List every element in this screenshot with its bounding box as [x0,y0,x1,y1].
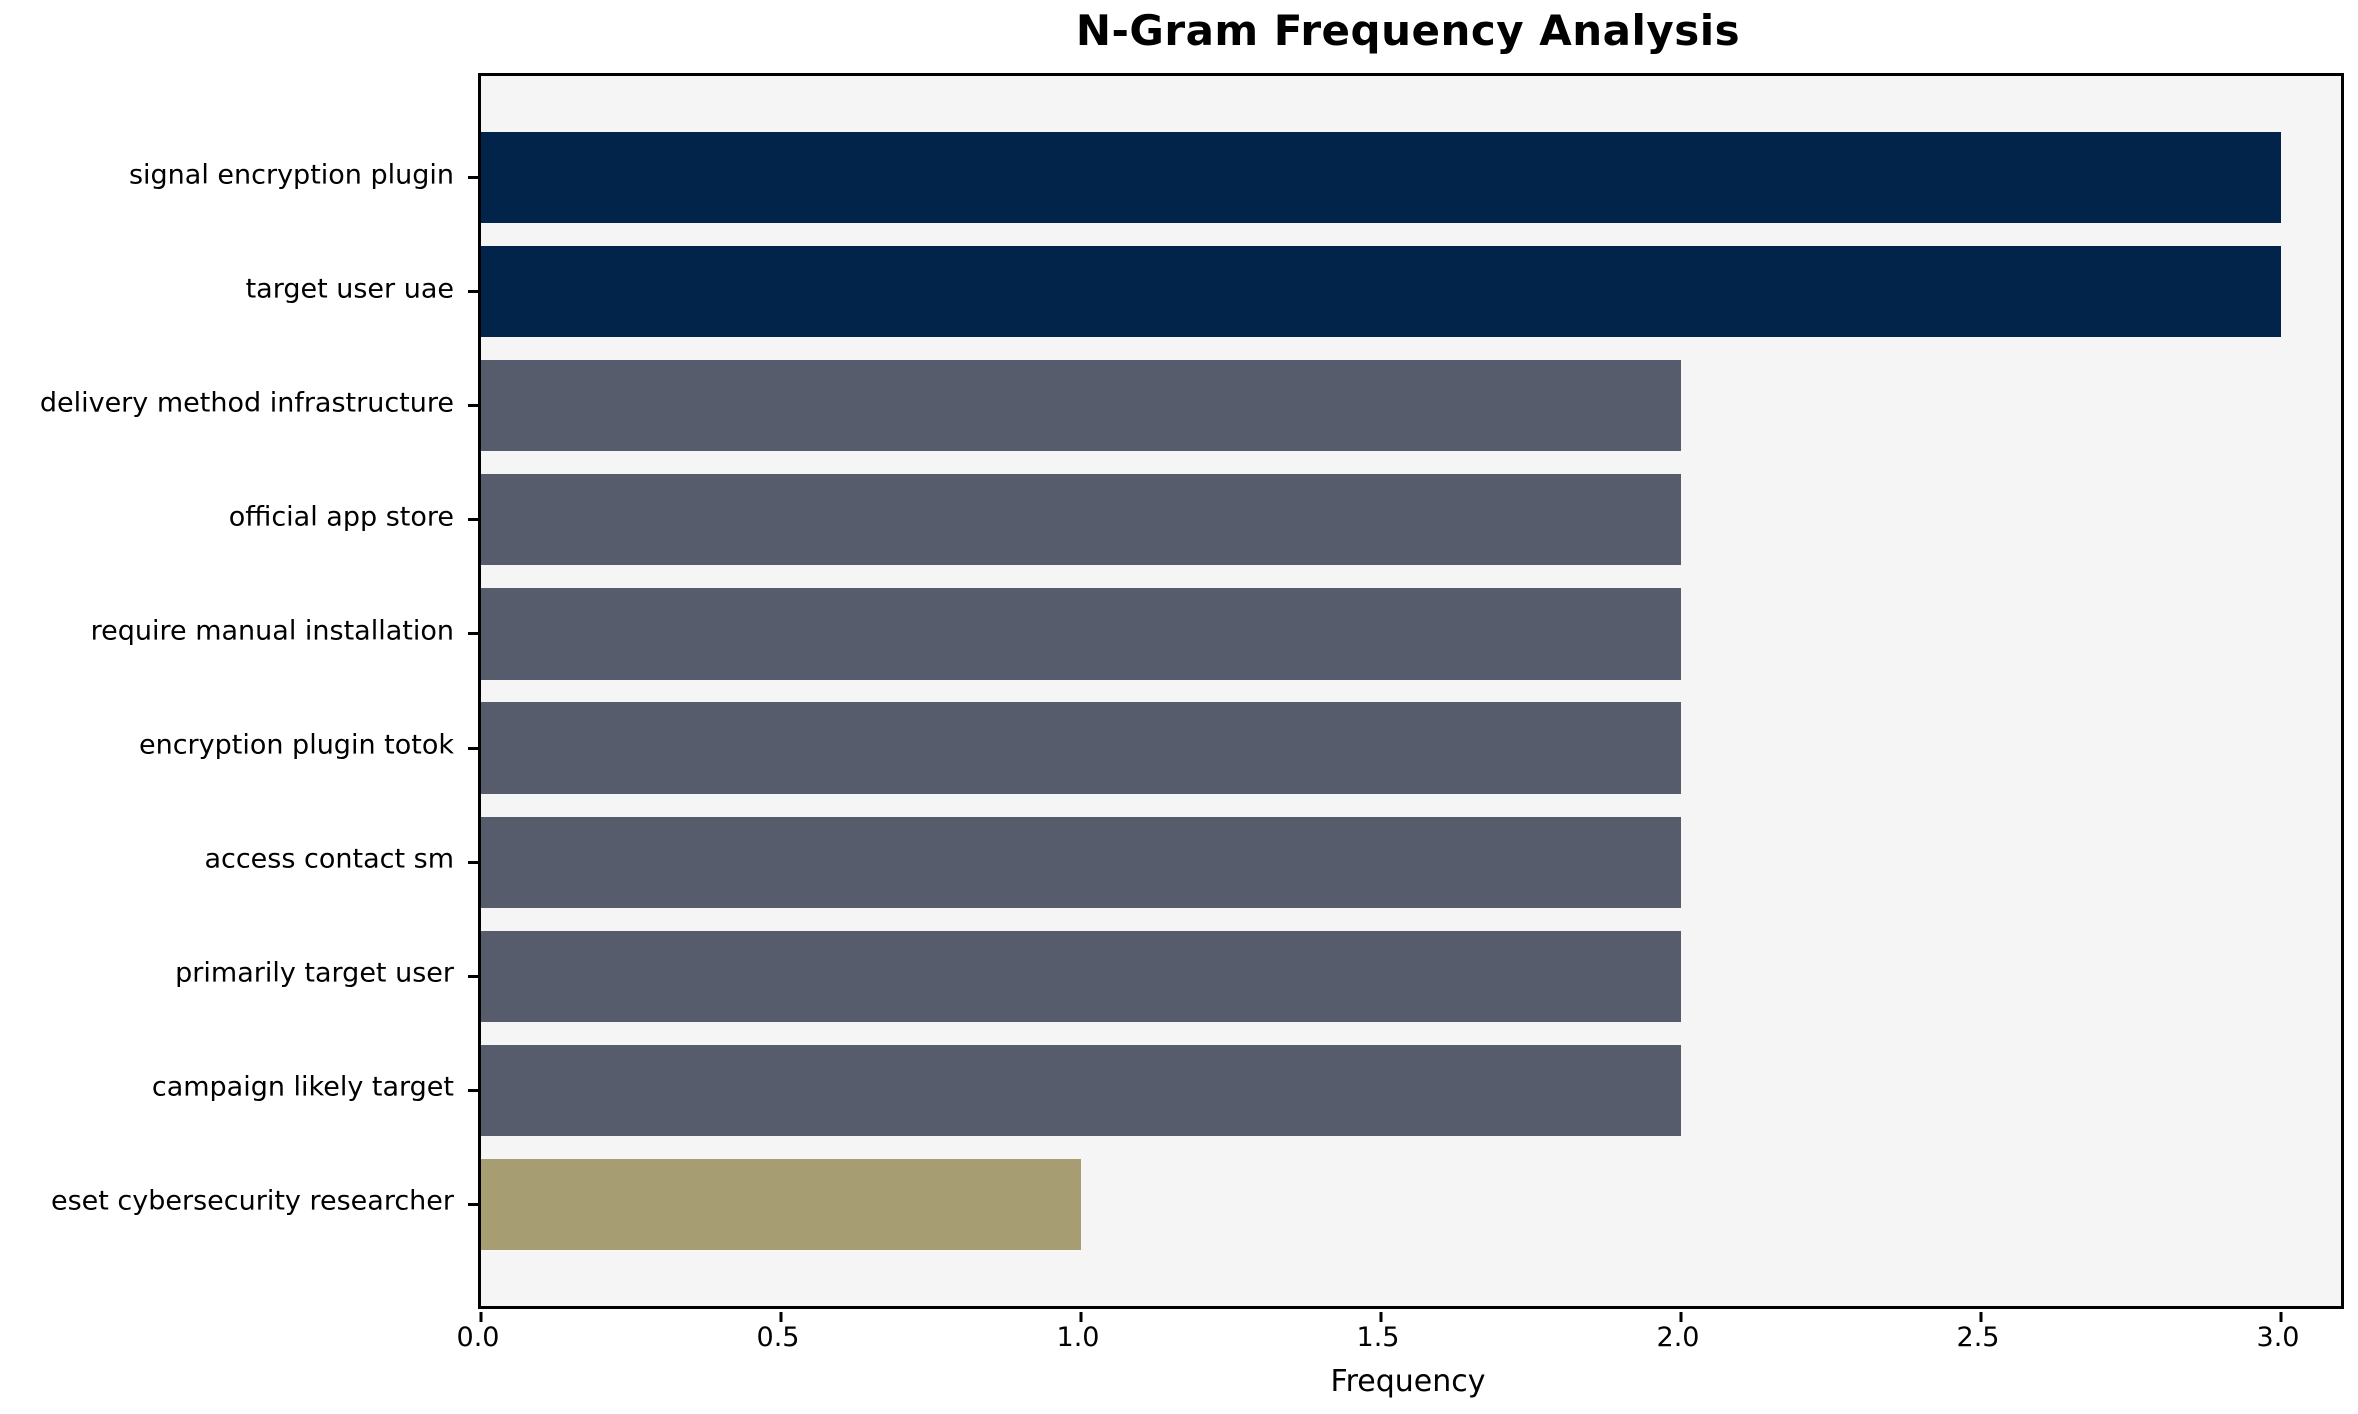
y-tick-mark [468,860,478,864]
y-tick-label: encryption plugin totok [138,729,454,761]
x-tick-mark [1679,1312,1683,1322]
x-tick-label: 1.0 [1056,1322,1100,1353]
x-axis-title: Frequency [1330,1364,1486,1399]
x-tick-label: 0.0 [456,1322,500,1353]
bar-delivery-method-infrastructure [481,360,1681,452]
bar-access-contact-sm [481,816,1681,908]
y-tick-mark [468,290,478,294]
y-axis-labels: signal encryption plugin target user uae d… [0,73,454,1303]
y-tick-mark [468,176,478,180]
x-tick-mark [479,1312,483,1322]
y-tick-label: campaign likely target [151,1071,454,1103]
bar-primarily-target-user [481,930,1681,1022]
bar-campaign-likely-target [481,1044,1681,1136]
y-tick-mark [468,632,478,636]
y-tick-label: target user uae [245,273,454,305]
y-tick-label: official app store [228,501,454,533]
y-tick-mark [468,1088,478,1092]
x-tick-label: 3.0 [2256,1322,2300,1353]
x-tick-mark [1979,1312,1983,1322]
bar-signal-encryption-plugin [481,131,2281,224]
y-tick-mark [468,974,478,978]
x-tick-mark [1079,1312,1083,1322]
y-tick-label: primarily target user [175,957,454,989]
x-tick-label: 2.5 [1956,1322,2000,1353]
x-tick-label: 2.0 [1656,1322,1700,1353]
y-tick-label: signal encryption plugin [128,159,454,191]
y-tick-label: eset cybersecurity researcher [50,1185,454,1217]
y-tick-label: require manual installation [90,615,454,647]
x-tick-label: 0.5 [756,1322,800,1353]
bar-encryption-plugin-totok [481,702,1681,794]
y-tick-mark [468,1202,478,1206]
y-tick-label: delivery method infrastructure [39,387,454,419]
y-tick-label: access contact sm [204,843,454,875]
x-axis-ticks: 0.0 0.5 1.0 1.5 2.0 2.5 3.0 [457,1306,2338,1366]
y-tick-mark [468,746,478,750]
y-tick-mark [468,404,478,408]
bar-official-app-store [481,474,1681,566]
bar-require-manual-installation [481,588,1681,680]
x-tick-mark [779,1312,783,1322]
bar-target-user-uae [481,246,2281,338]
bar-eset-cybersecurity-researcher [481,1158,1081,1251]
plot-area [468,73,2344,1322]
x-tick-mark [2279,1312,2283,1322]
chart-title: N-Gram Frequency Analysis [1075,6,1741,55]
y-tick-mark [468,518,478,522]
x-tick-mark [1379,1312,1383,1322]
x-tick-label: 1.5 [1356,1322,1400,1353]
